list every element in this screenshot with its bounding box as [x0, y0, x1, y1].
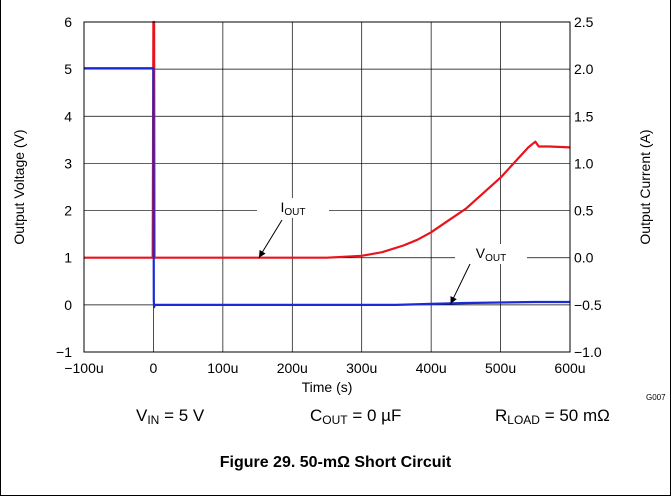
y-right-tick-label: 1.0: [574, 155, 594, 171]
y-left-tick-label: 4: [64, 108, 72, 124]
y-left-tick-label: 6: [64, 14, 72, 30]
condition-cout: COUT = 0 µF: [310, 406, 402, 427]
y-right-tick-label: 2.0: [574, 61, 594, 77]
y-right-tick-label: 0.0: [574, 250, 594, 266]
x-tick-label: 500u: [485, 360, 516, 376]
y-left-tick-label: −1: [56, 344, 72, 360]
x-tick-label: 0: [150, 360, 158, 376]
y-right-tick-label: −1.0: [574, 344, 602, 360]
annotation-leader: [258, 219, 283, 258]
y-right-tick-label: 2.5: [574, 14, 594, 30]
x-tick-label: 600u: [554, 360, 585, 376]
y-right-tick-label: −0.5: [574, 297, 602, 313]
y-right-tick-label: 1.5: [574, 108, 594, 124]
condition-vin: VIN = 5 V: [136, 406, 205, 427]
annotation-backdrop: [455, 244, 527, 264]
series-layer: [84, 20, 571, 309]
annotation-arrowhead: [450, 296, 457, 304]
y-left-tick-label: 5: [64, 61, 72, 77]
x-tick-label: −100u: [64, 360, 103, 376]
annotation-label-iout: IOUT: [281, 199, 306, 218]
series-line-vout: [84, 67, 570, 309]
tick-labels: −100u 0 100u 200u 300u 400u 500u 600u 6 5 4 3 2 1 0 −1 2…: [56, 14, 602, 376]
figure-caption: Figure 29. 50-mΩ Short Circuit: [219, 454, 452, 471]
y-right-tick-label: 0.5: [574, 203, 594, 219]
x-tick-label: 300u: [346, 360, 377, 376]
y-left-tick-label: 2: [64, 203, 72, 219]
y-left-tick-label: 1: [64, 250, 72, 266]
y-left-tick-label: 0: [64, 297, 72, 313]
y-left-tick-label: 3: [64, 155, 72, 171]
annotation-label-vout: VOUT: [476, 245, 506, 264]
x-axis-label: Time (s): [302, 379, 353, 395]
graph-id: G007: [646, 393, 666, 402]
y-axis-label-left: Output Voltage (V): [11, 129, 27, 244]
annotation-backdrop: [257, 198, 329, 218]
chart: −100u 0 100u 200u 300u 400u 500u 600u 6 5 4 3 2 1 0 −1 2…: [11, 14, 653, 395]
annotation-leader: [450, 263, 471, 305]
x-tick-label: 100u: [207, 360, 238, 376]
y-axis-label-right: Output Current (A): [637, 129, 653, 244]
x-tick-label: 400u: [416, 360, 447, 376]
condition-rload: RLOAD = 50 mΩ: [495, 406, 610, 427]
annotations: IOUT VOUT: [257, 198, 527, 305]
x-tick-label: 200u: [277, 360, 308, 376]
annotation-arrowhead: [258, 249, 266, 258]
plot-border: [83, 21, 571, 353]
